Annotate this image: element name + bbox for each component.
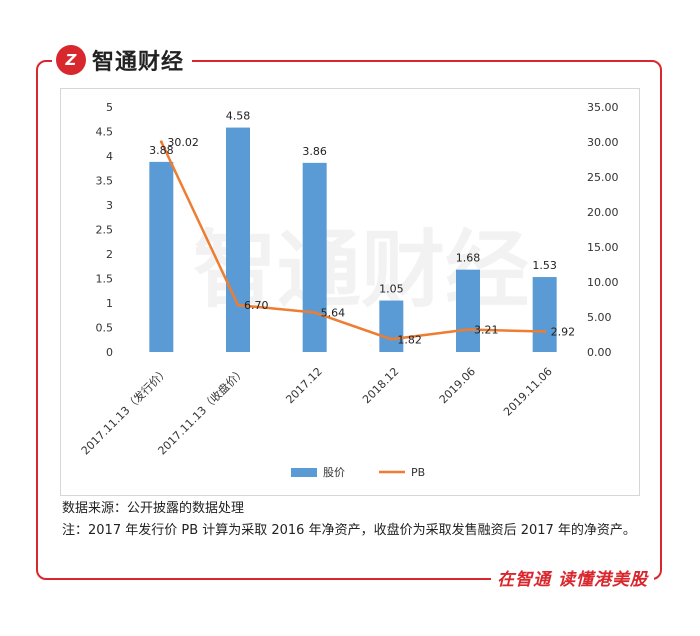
y-right-tick-label: 35.00: [587, 101, 619, 114]
pb-point: [543, 330, 547, 334]
y-left-tick-label: 2: [106, 248, 113, 261]
legend-swatch-bar: [291, 468, 317, 477]
y-right-tick-label: 15.00: [587, 241, 619, 254]
data-source-note: 数据来源：公开披露的数据处理: [62, 501, 245, 516]
bar-data-label: 1.68: [456, 252, 481, 265]
pb-point: [159, 140, 163, 144]
bar: [379, 300, 404, 352]
x-tick-label: 2019.06: [437, 365, 478, 406]
y-right-tick-label: 10.00: [587, 276, 619, 289]
bar-data-label: 3.88: [149, 144, 174, 157]
y-left-tick-label: 1: [106, 297, 113, 310]
bar: [302, 162, 327, 352]
y-left-tick-label: 4.5: [96, 126, 114, 139]
x-tick-label: 2017.12: [283, 365, 324, 406]
footer-slogan: 在智通 读懂港美股: [491, 565, 654, 590]
bar: [149, 161, 174, 352]
x-tick-label: 2019.11.06: [501, 365, 555, 419]
bar: [226, 127, 250, 352]
bar-data-label: 4.58: [226, 110, 251, 123]
page-frame: [36, 60, 662, 580]
pb-point: [313, 311, 317, 315]
logo-mark: Z: [56, 45, 86, 75]
y-left-tick-label: 1.5: [96, 273, 114, 286]
legend-label-bar: 股价: [323, 466, 345, 479]
legend-label-line: PB: [411, 466, 425, 479]
brand-logo: Z 智通财经: [52, 42, 193, 78]
y-left-tick-label: 5: [106, 101, 113, 114]
chart-container: 智通财经 3.88 4.58 3.86 1.05 1.68 1.53 30.02 6.70 5.…: [60, 88, 640, 496]
bar-data-label: 1.05: [379, 283, 404, 296]
y-right-tick-label: 25.00: [587, 171, 619, 184]
bar: [532, 277, 557, 352]
bar-data-label: 3.86: [302, 145, 327, 158]
y-right-tick-label: 0.00: [587, 346, 612, 359]
x-tick-label: 2018.12: [360, 365, 401, 406]
pb-data-label: 2.92: [551, 326, 576, 339]
y-right-tick-label: 20.00: [587, 206, 619, 219]
y-left-tick-label: 3: [106, 199, 113, 212]
bar-data-label: 1.53: [532, 259, 557, 272]
y-right-tick-label: 30.00: [587, 136, 619, 149]
pb-line: [160, 141, 545, 341]
y-left-tick-label: 3.5: [96, 175, 114, 188]
x-tick-label: 2017.11.13（收盘价）: [155, 364, 248, 457]
pb-data-label: 1.82: [397, 333, 422, 346]
pb-data-label: 5.64: [321, 307, 346, 320]
combo-chart: 智通财经 3.884.583.861.051.681.5330.026.705.…: [78, 101, 619, 479]
pb-data-label: 6.70: [244, 299, 269, 312]
bar: [456, 269, 480, 352]
pb-point: [466, 328, 470, 332]
pb-data-label: 3.21: [474, 324, 499, 337]
brand-name: 智通财经: [92, 50, 185, 75]
x-tick-label: 2017.11.13（发行价）: [78, 364, 171, 457]
y-left-tick-label: 2.5: [96, 224, 114, 237]
footnote: 注：2017 年发行价 PB 计算为采取 2016 年净资产，收盘价为采取发售融…: [62, 523, 636, 538]
y-left-tick-label: 0.5: [96, 322, 114, 335]
pb-point: [389, 337, 393, 341]
y-left-tick-label: 4: [106, 150, 113, 163]
y-right-tick-label: 5.00: [587, 311, 612, 324]
pb-point: [236, 303, 240, 307]
pb-data-label: 30.02: [167, 136, 199, 149]
y-left-tick-label: 0: [106, 346, 113, 359]
